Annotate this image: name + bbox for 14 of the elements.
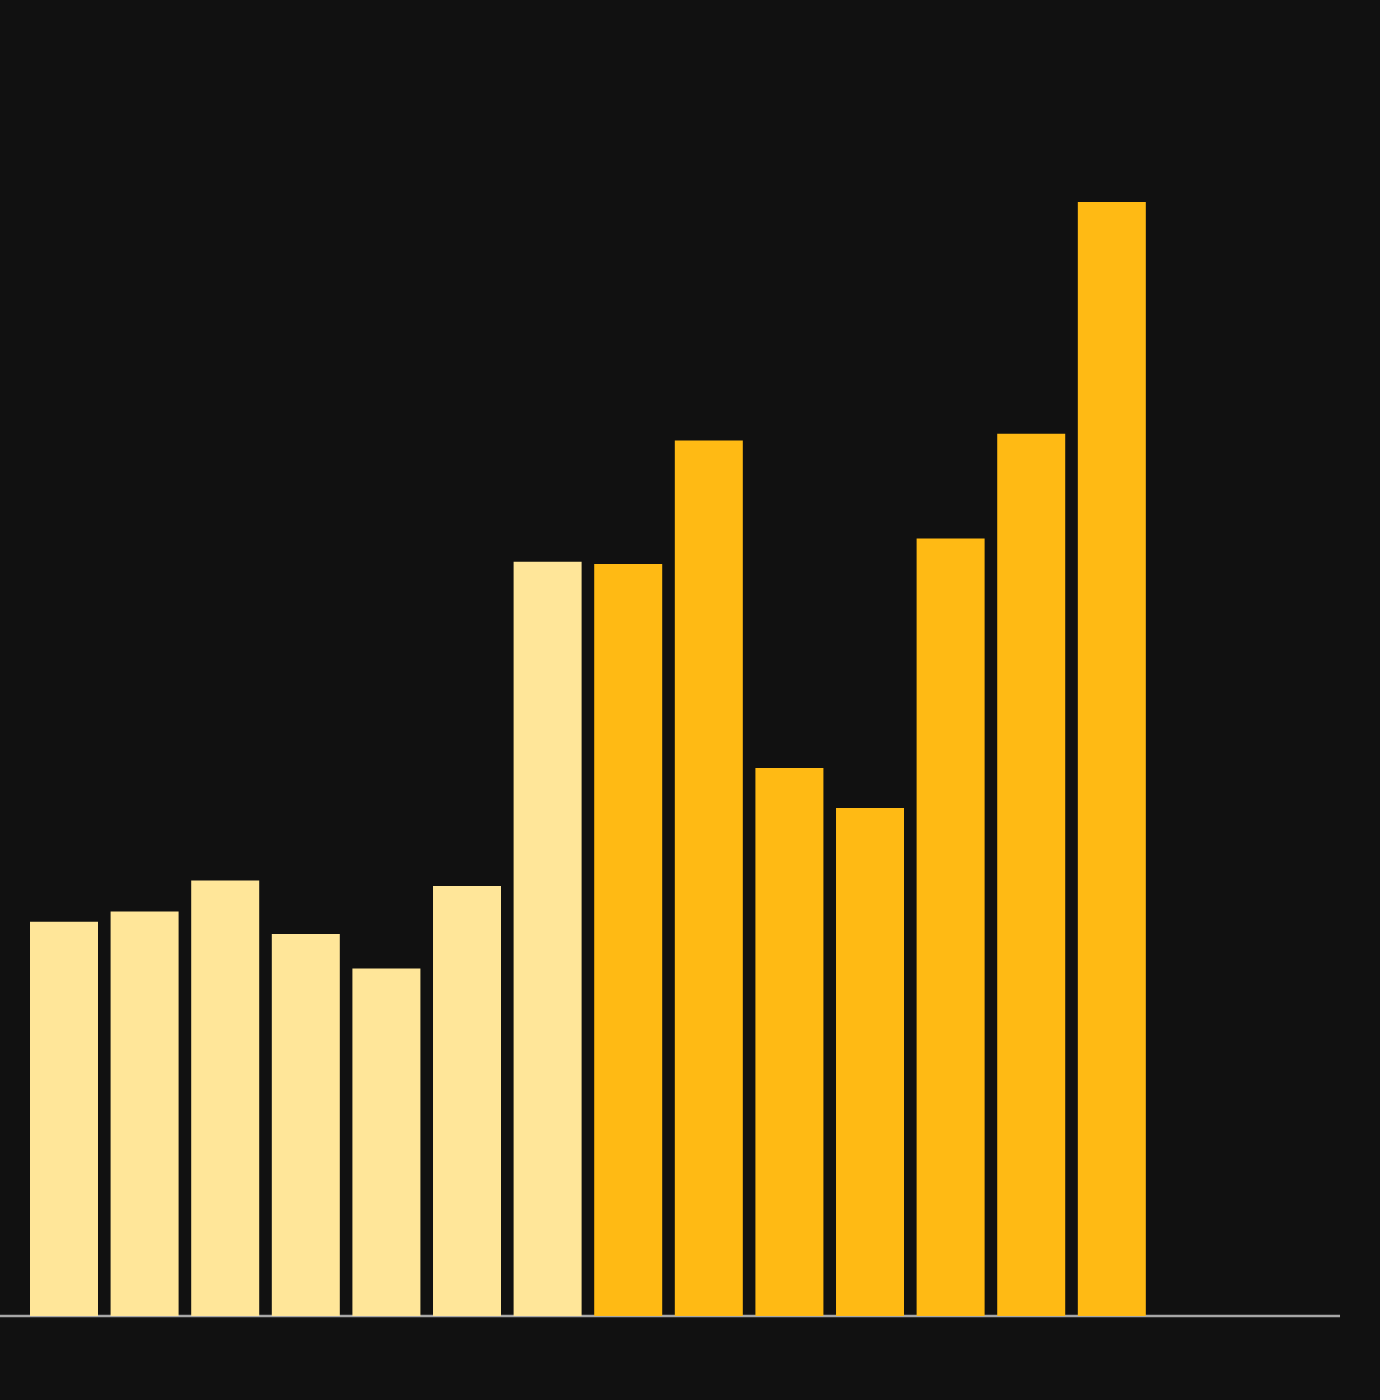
bar xyxy=(997,433,1066,1316)
bar xyxy=(271,933,340,1316)
bar xyxy=(916,538,985,1316)
bar xyxy=(836,808,905,1316)
bar xyxy=(513,561,582,1316)
bar xyxy=(755,767,824,1316)
bar xyxy=(594,564,663,1316)
bar xyxy=(1077,201,1146,1316)
bar xyxy=(352,968,421,1316)
bar xyxy=(433,885,502,1316)
bar xyxy=(30,921,98,1316)
bar xyxy=(191,880,260,1316)
bar xyxy=(674,440,743,1316)
bar xyxy=(110,911,179,1316)
